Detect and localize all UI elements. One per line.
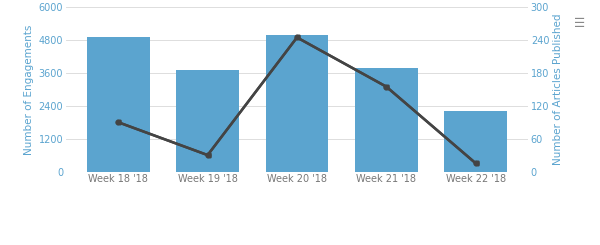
Bar xyxy=(87,37,149,172)
Bar xyxy=(176,70,239,172)
Legend: Number of Articles Published, Total Engagements, Estimated Total Engagements: Number of Articles Published, Total Enga… xyxy=(50,243,479,245)
Bar xyxy=(355,68,418,172)
Bar xyxy=(445,111,507,172)
Bar xyxy=(266,35,328,171)
Y-axis label: Number of Articles Published: Number of Articles Published xyxy=(553,14,563,165)
Y-axis label: Number of Engagements: Number of Engagements xyxy=(25,24,34,155)
Text: ☰: ☰ xyxy=(574,17,585,30)
